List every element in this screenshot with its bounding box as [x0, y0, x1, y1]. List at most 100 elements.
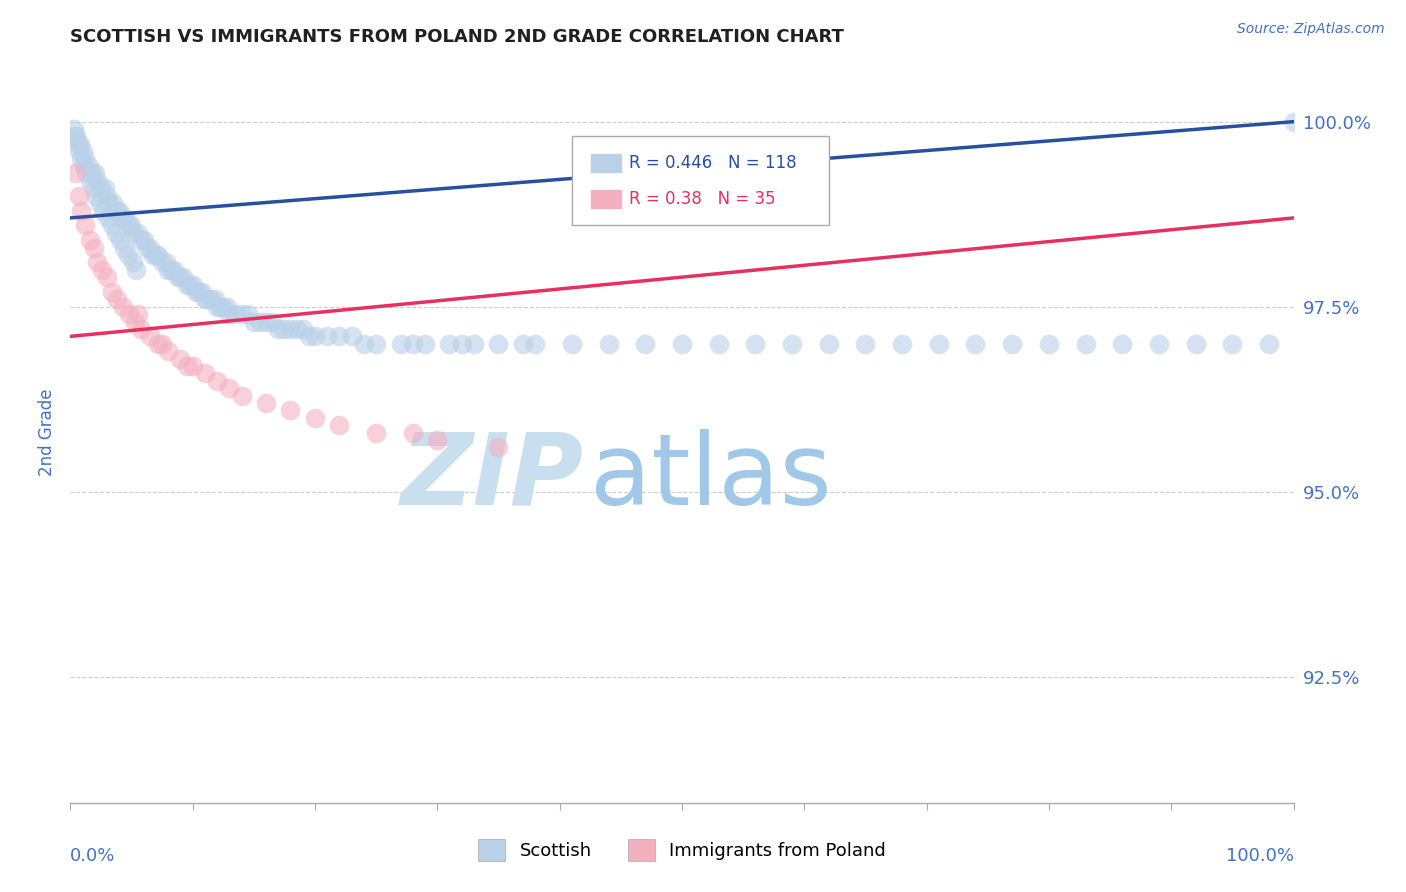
Point	[179, 277, 201, 292]
Point	[136, 241, 159, 255]
Point	[205, 300, 228, 314]
Point	[389, 336, 412, 351]
Point	[67, 145, 90, 159]
Point	[285, 322, 308, 336]
Point	[90, 181, 112, 195]
FancyBboxPatch shape	[592, 190, 621, 208]
Point	[91, 262, 114, 277]
Point	[63, 129, 86, 144]
Point	[744, 336, 766, 351]
Point	[101, 196, 124, 211]
Point	[172, 270, 194, 285]
Point	[1038, 336, 1060, 351]
Point	[1184, 336, 1206, 351]
Point	[413, 336, 436, 351]
Point	[218, 381, 240, 395]
Point	[150, 255, 173, 269]
Point	[163, 262, 186, 277]
Point	[186, 285, 208, 299]
Point	[707, 336, 730, 351]
Point	[1147, 336, 1170, 351]
Point	[118, 219, 141, 233]
Point	[204, 293, 226, 307]
Point	[111, 300, 134, 314]
Point	[72, 145, 94, 159]
Point	[598, 336, 620, 351]
Point	[450, 336, 472, 351]
Point	[1001, 336, 1024, 351]
Point	[110, 233, 132, 247]
Point	[280, 322, 302, 336]
Point	[75, 167, 97, 181]
Point	[671, 336, 693, 351]
Text: ZIP: ZIP	[401, 428, 583, 525]
Point	[195, 293, 218, 307]
Point	[353, 336, 375, 351]
Point	[79, 174, 101, 188]
Point	[218, 307, 240, 321]
Point	[83, 181, 105, 195]
Point	[512, 336, 534, 351]
Point	[169, 351, 191, 366]
Point	[127, 307, 149, 321]
Point	[212, 300, 235, 314]
Point	[340, 329, 363, 343]
Point	[121, 255, 143, 269]
Point	[159, 262, 181, 277]
Point	[124, 315, 146, 329]
Point	[215, 300, 238, 314]
Point	[928, 336, 950, 351]
Point	[157, 344, 180, 359]
Point	[1258, 336, 1281, 351]
Point	[84, 188, 107, 202]
Point	[101, 285, 124, 299]
Text: R = 0.446   N = 118: R = 0.446 N = 118	[630, 154, 797, 172]
Point	[194, 367, 217, 381]
Point	[200, 293, 222, 307]
Point	[488, 441, 510, 455]
Point	[122, 226, 145, 240]
Point	[73, 159, 96, 173]
Point	[86, 174, 108, 188]
Point	[69, 136, 91, 151]
Point	[139, 241, 162, 255]
Point	[127, 226, 149, 240]
FancyBboxPatch shape	[592, 154, 621, 172]
Point	[891, 336, 914, 351]
Point	[402, 336, 425, 351]
Point	[254, 315, 277, 329]
Point	[93, 181, 115, 195]
Point	[86, 255, 108, 269]
Point	[111, 211, 134, 225]
Text: SCOTTISH VS IMMIGRANTS FROM POLAND 2ND GRADE CORRELATION CHART: SCOTTISH VS IMMIGRANTS FROM POLAND 2ND G…	[70, 28, 844, 45]
Point	[187, 285, 209, 299]
Point	[70, 152, 93, 166]
Point	[118, 307, 141, 321]
Point	[121, 219, 143, 233]
Point	[273, 322, 295, 336]
Point	[965, 336, 987, 351]
Point	[65, 129, 87, 144]
Point	[73, 219, 96, 233]
Point	[105, 203, 128, 218]
Point	[63, 122, 86, 136]
Point	[524, 336, 547, 351]
Point	[1074, 336, 1097, 351]
Point	[70, 203, 93, 218]
FancyBboxPatch shape	[572, 136, 828, 226]
Point	[82, 167, 104, 181]
Text: atlas: atlas	[591, 428, 832, 525]
Point	[634, 336, 657, 351]
Text: 100.0%: 100.0%	[1226, 847, 1294, 865]
Point	[112, 241, 135, 255]
Point	[169, 270, 191, 285]
Point	[167, 270, 190, 285]
Point	[267, 322, 290, 336]
Point	[304, 410, 326, 425]
Point	[1220, 336, 1243, 351]
Point	[231, 389, 253, 403]
Point	[104, 226, 127, 240]
Point	[855, 336, 877, 351]
Text: R = 0.38   N = 35: R = 0.38 N = 35	[630, 190, 776, 208]
Point	[108, 203, 131, 218]
